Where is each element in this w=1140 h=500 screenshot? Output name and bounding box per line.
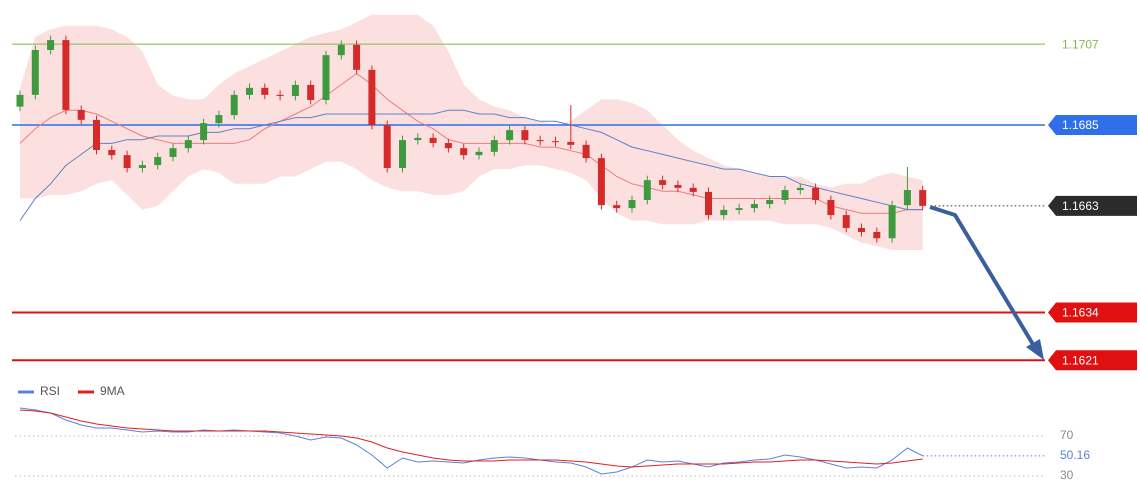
y-tick-label: 30 — [1060, 468, 1074, 482]
candle-body — [123, 155, 131, 169]
y-tick-label: 70 — [1060, 428, 1074, 442]
candle-body — [31, 50, 39, 95]
level-label-box — [1048, 350, 1137, 371]
candle-body — [368, 69, 376, 125]
candle-body — [842, 215, 850, 228]
level-label-box — [1048, 195, 1137, 216]
candle-body — [582, 144, 590, 159]
candle-body — [184, 140, 192, 149]
last-value-label: 50.16 — [1060, 448, 1090, 462]
candle-body — [47, 40, 55, 50]
candle-body — [674, 184, 682, 188]
candle-body — [613, 205, 621, 209]
candle-body — [77, 109, 85, 120]
candle-body — [200, 123, 208, 141]
legend-label: 9MA — [100, 384, 125, 398]
candle-body — [414, 137, 422, 141]
candle-body — [689, 187, 697, 192]
candle-body — [705, 191, 712, 216]
moving-average — [19, 109, 923, 221]
candle-body — [827, 200, 835, 216]
candle-body — [276, 94, 284, 96]
candle-body — [888, 205, 896, 239]
candle-body — [93, 119, 100, 150]
candle-body — [16, 94, 24, 107]
candle-body — [781, 190, 789, 200]
candle-body — [597, 158, 605, 206]
level-label: 1.1634 — [1062, 306, 1099, 320]
candle-body — [215, 115, 223, 124]
candle-body — [643, 180, 651, 200]
candle-body — [750, 204, 758, 209]
candle-body — [812, 187, 820, 200]
candle-body — [766, 200, 774, 205]
candle-body — [383, 125, 391, 169]
price-panel: 1.1707 1.1685 1.1663 1.1634 1.1621 — [12, 14, 1137, 371]
candle-body — [873, 231, 881, 239]
candle-body — [138, 165, 146, 169]
moving-average — [19, 72, 923, 214]
candle-body — [291, 84, 299, 96]
candle-body — [246, 87, 253, 95]
candle-body — [659, 180, 667, 185]
candle-body — [858, 227, 865, 232]
candle-body — [521, 130, 529, 141]
arrow-head — [1026, 339, 1044, 360]
candle-body — [903, 190, 911, 206]
bollinger-band — [20, 14, 923, 251]
candle-body — [108, 150, 116, 156]
level-label: 1.1621 — [1062, 353, 1099, 367]
candle-body — [460, 148, 468, 156]
arrow-shaft — [929, 205, 1036, 348]
level-label-box — [1048, 115, 1137, 135]
candle-body — [919, 190, 927, 206]
candle-body — [444, 143, 452, 149]
legend-label: RSI — [40, 384, 60, 398]
candle-body — [735, 208, 743, 210]
level-label: 1.1685 — [1062, 118, 1099, 132]
candle-body — [490, 140, 498, 152]
level-label-box — [1048, 302, 1137, 323]
candle-body — [429, 137, 437, 144]
candle-body — [353, 44, 361, 70]
candle-body — [322, 55, 330, 100]
candle-body — [506, 130, 514, 141]
rsi-panel: 30 70 RSI 9MA 50.16 — [15, 384, 1090, 482]
candle-body — [230, 94, 238, 116]
level-label: 1.1663 — [1062, 199, 1099, 213]
candle-body — [475, 151, 483, 156]
indicator-line — [19, 409, 923, 468]
candle-body — [628, 200, 636, 209]
candle-body — [796, 187, 804, 191]
candle-body — [399, 140, 406, 169]
candle-body — [62, 40, 70, 110]
level-label: 1.1707 — [1062, 37, 1099, 51]
candle-body — [307, 84, 315, 100]
forecast-arrow — [929, 205, 1044, 360]
candle-body — [552, 141, 559, 143]
candle-body — [261, 87, 269, 95]
candle-body — [536, 140, 544, 142]
candle-body — [169, 148, 177, 157]
candle-body — [337, 44, 345, 56]
candle-body — [567, 141, 575, 145]
candle-body — [154, 156, 162, 166]
candle-body — [720, 209, 728, 216]
indicator-line — [19, 407, 923, 475]
